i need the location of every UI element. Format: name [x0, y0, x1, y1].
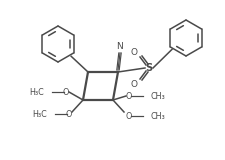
Text: CH₃: CH₃ [150, 112, 165, 120]
Text: O: O [130, 80, 137, 88]
Text: CH₃: CH₃ [150, 92, 165, 100]
Text: O: O [130, 48, 137, 56]
Text: S: S [145, 63, 152, 73]
Text: H₃C: H₃C [29, 88, 44, 96]
Text: O: O [125, 112, 132, 120]
Text: O: O [65, 109, 72, 119]
Text: O: O [125, 92, 132, 100]
Text: O: O [63, 88, 69, 96]
Text: N: N [116, 41, 123, 51]
Text: H₃C: H₃C [32, 109, 47, 119]
